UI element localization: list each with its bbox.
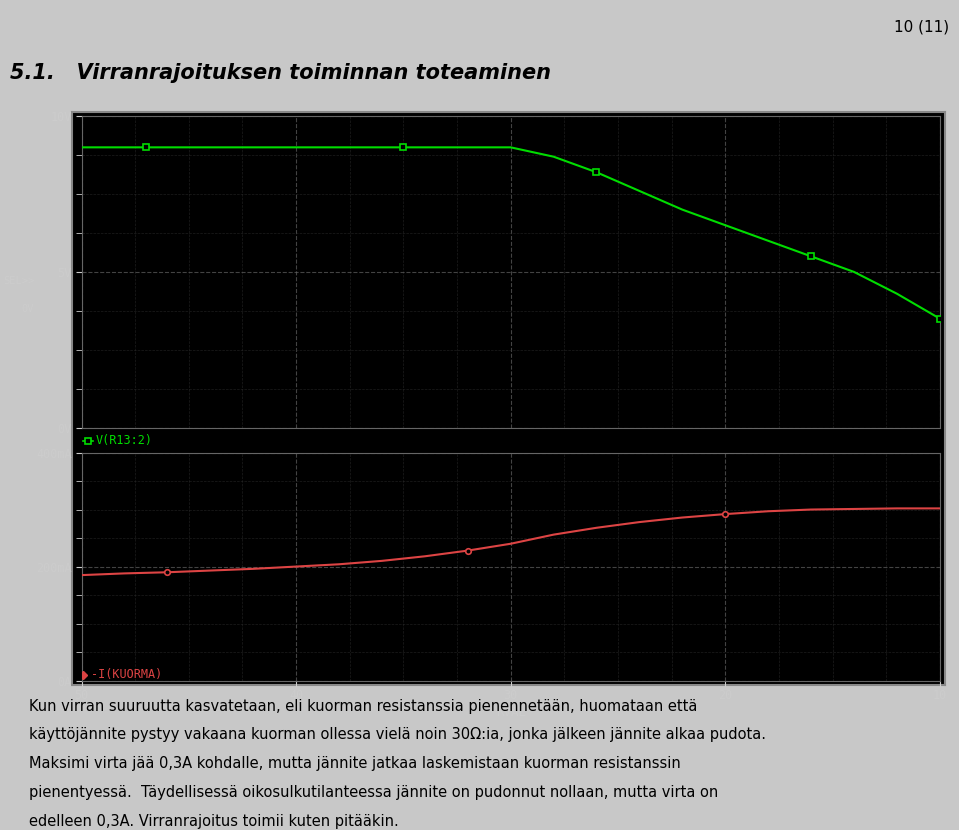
X-axis label: RVAL: RVAL xyxy=(496,706,526,719)
Text: 5.1.   Virranrajoituksen toiminnan toteaminen: 5.1. Virranrajoituksen toiminnan toteami… xyxy=(10,62,550,83)
Text: Maksimi virta jää 0,3A kohdalle, mutta jännite jatkaa laskemistaan kuorman resis: Maksimi virta jää 0,3A kohdalle, mutta j… xyxy=(29,756,681,771)
Text: -I(KUORMA): -I(KUORMA) xyxy=(91,668,162,681)
Text: 0V: 0V xyxy=(22,305,35,315)
Text: SEL>>: SEL>> xyxy=(3,276,35,286)
Text: edelleen 0,3A. Virranrajoitus toimii kuten pitääkin.: edelleen 0,3A. Virranrajoitus toimii kut… xyxy=(29,813,399,828)
Text: pienentyessä.  Täydellisessä oikosulkutilanteessa jännite on pudonnut nollaan, m: pienentyessä. Täydellisessä oikosulkutil… xyxy=(29,785,718,800)
Text: käyttöjännite pystyy vakaana kuorman ollessa vielä noin 30Ω:ia, jonka jälkeen jä: käyttöjännite pystyy vakaana kuorman oll… xyxy=(29,727,766,742)
Text: Kun virran suuruutta kasvatetaan, eli kuorman resistanssia pienennetään, huomata: Kun virran suuruutta kasvatetaan, eli ku… xyxy=(29,699,697,714)
Text: V(R13:2): V(R13:2) xyxy=(95,434,152,447)
Text: 10 (11): 10 (11) xyxy=(895,19,949,35)
